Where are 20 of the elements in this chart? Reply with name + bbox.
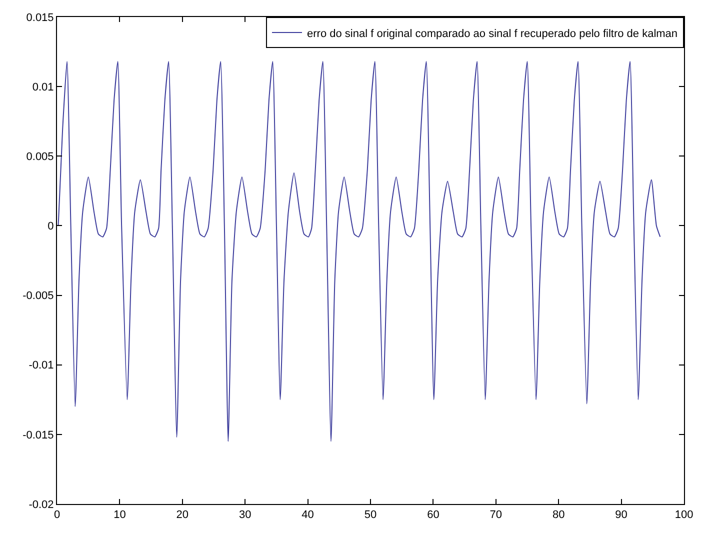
x-tick-label: 50 <box>364 509 377 522</box>
y-tick-label: -0.02 <box>28 498 54 511</box>
x-tick-label: 100 <box>674 509 694 522</box>
x-tick-label: 30 <box>238 509 252 522</box>
x-tick-label: 10 <box>114 509 126 522</box>
x-tick-label: 70 <box>490 509 502 522</box>
x-tick-label: 90 <box>615 509 628 522</box>
x-tick-label: 80 <box>552 509 565 522</box>
y-tick-label: 0 <box>48 220 54 233</box>
y-tick-label: -0.01 <box>28 360 54 372</box>
y-tick-label: 0.005 <box>26 150 54 163</box>
x-tick-label: 20 <box>176 509 189 522</box>
y-tick-label: -0.005 <box>22 290 54 302</box>
x-tick-label: 40 <box>302 509 314 522</box>
line-series <box>58 61 661 442</box>
y-tick-label: -0.015 <box>22 429 54 442</box>
legend-label: erro do sinal f original comparado ao sinal f recuperado pelo filtro de kalman <box>307 28 678 40</box>
x-tick-label: 60 <box>427 509 440 522</box>
y-tick-label: 0.015 <box>26 12 54 24</box>
y-tick-label: 0.01 <box>32 81 54 94</box>
